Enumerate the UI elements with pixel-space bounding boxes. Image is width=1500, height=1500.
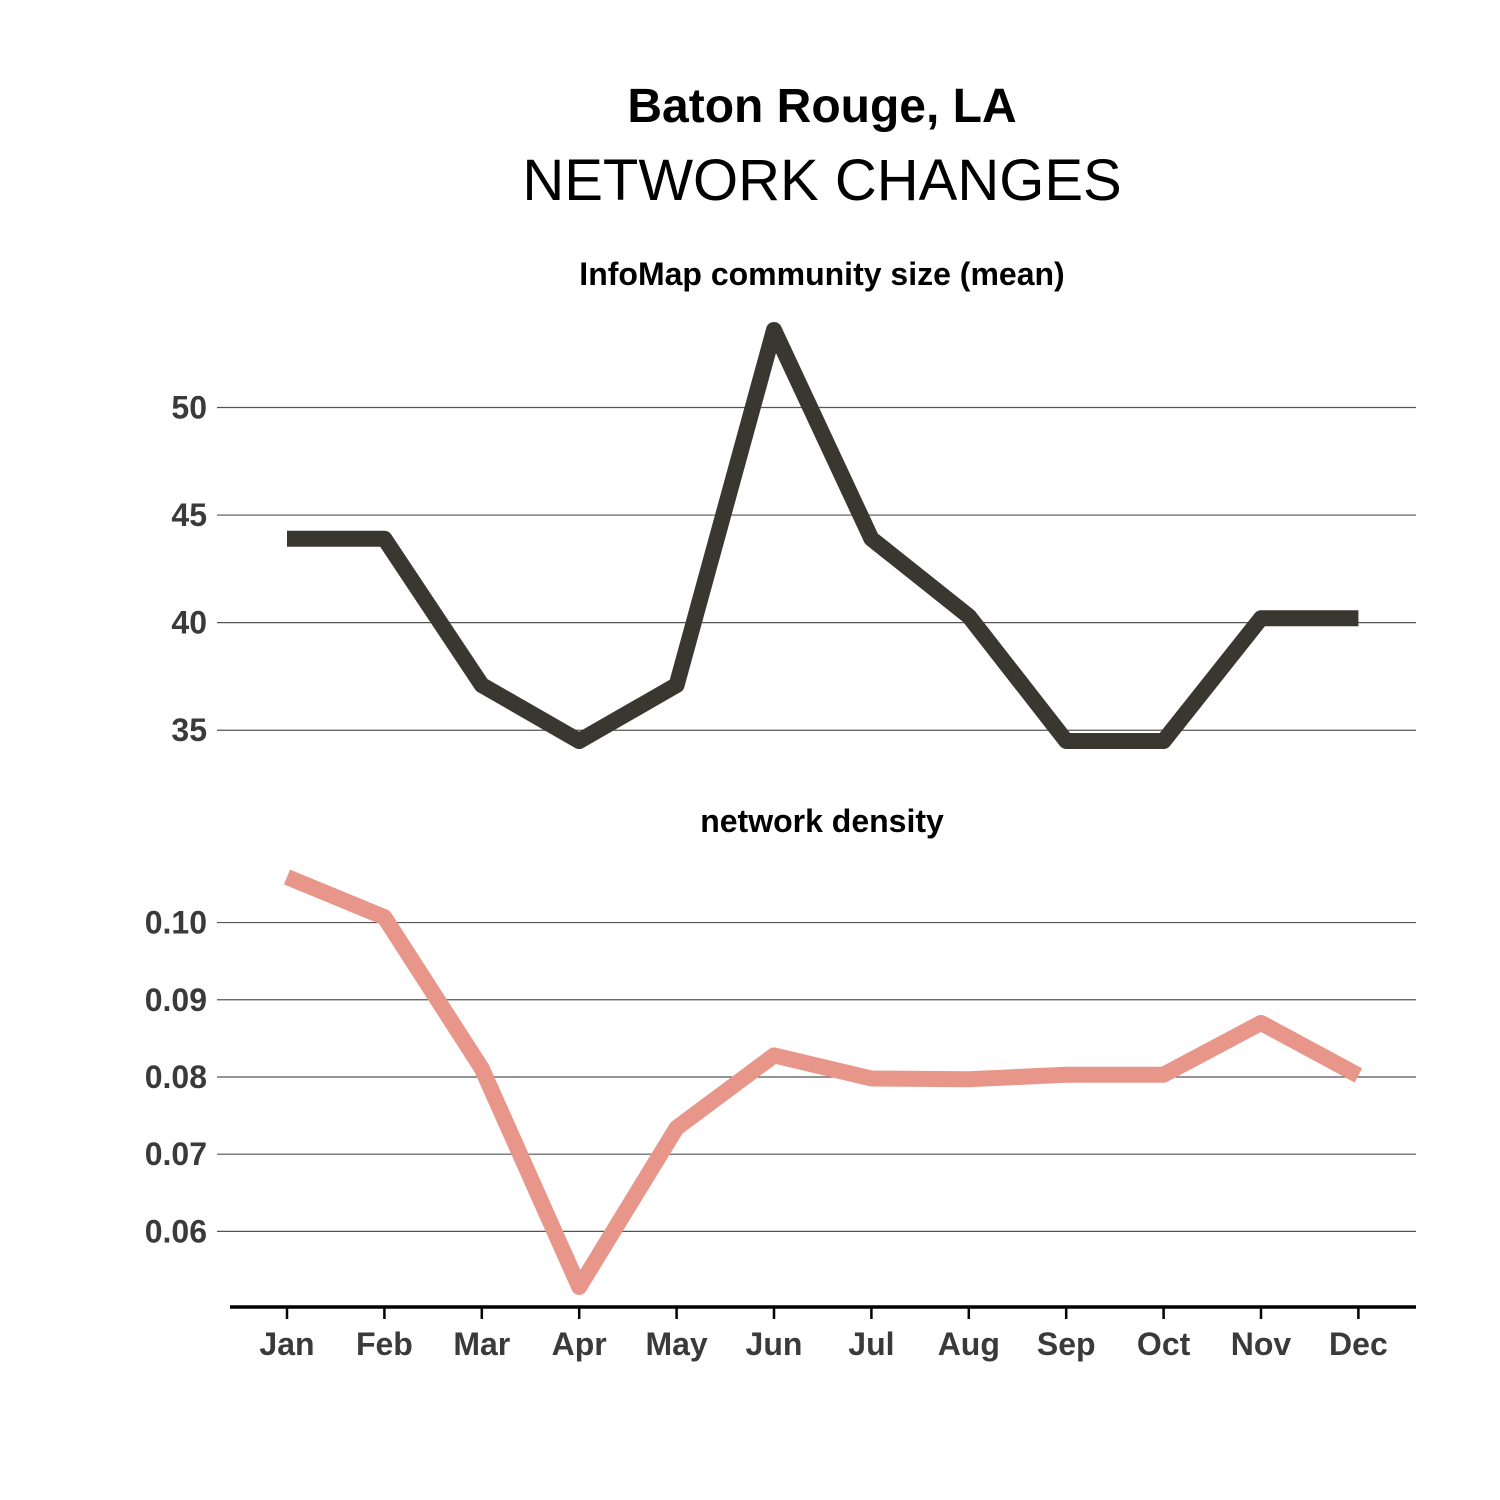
chart-subtitle: NETWORK CHANGES <box>522 148 1121 213</box>
network-density-y-tick-label: 0.06 <box>145 1213 207 1249</box>
x-tick-label-dec: Dec <box>1329 1326 1388 1362</box>
x-tick-label-jan: Jan <box>259 1326 314 1362</box>
community-size-series-line <box>287 330 1358 741</box>
community-size-panel: InfoMap community size (mean) 35 40 45 50 <box>171 256 1416 748</box>
network-density-y-tick-label: 0.10 <box>145 905 207 941</box>
community-size-y-tick-label: 40 <box>171 605 207 641</box>
x-tick-label-mar: Mar <box>453 1326 510 1362</box>
x-tick-label-may: May <box>645 1326 707 1362</box>
community-size-panel-title: InfoMap community size (mean) <box>579 256 1064 292</box>
network-density-y-tick-label: 0.07 <box>145 1136 207 1172</box>
x-tick-label-jun: Jun <box>746 1326 803 1362</box>
x-axis: Jan Feb Mar Apr May Jun Jul Aug Sep Oct Nov Dec <box>230 1307 1416 1362</box>
community-size-y-tick-label: 35 <box>171 712 207 748</box>
network-density-panel: network density 0.06 0.07 0.08 0.09 0.10 <box>145 803 1416 1287</box>
x-tick-label-oct: Oct <box>1137 1326 1191 1362</box>
x-tick-label-sep: Sep <box>1037 1326 1096 1362</box>
chart-title: Baton Rouge, LA <box>627 80 1016 133</box>
x-tick-label-apr: Apr <box>552 1326 607 1362</box>
network-density-y-tick-label: 0.09 <box>145 982 207 1018</box>
community-size-y-tick-label: 45 <box>171 497 207 533</box>
x-tick-label-feb: Feb <box>356 1326 413 1362</box>
x-tick-label-jul: Jul <box>848 1326 894 1362</box>
x-tick-label-nov: Nov <box>1231 1326 1292 1362</box>
network-density-series-line <box>287 877 1358 1287</box>
network-density-panel-title: network density <box>700 803 944 839</box>
community-size-y-tick-label: 50 <box>171 389 207 425</box>
x-tick-label-aug: Aug <box>938 1326 1000 1362</box>
network-density-y-tick-label: 0.08 <box>145 1059 207 1095</box>
